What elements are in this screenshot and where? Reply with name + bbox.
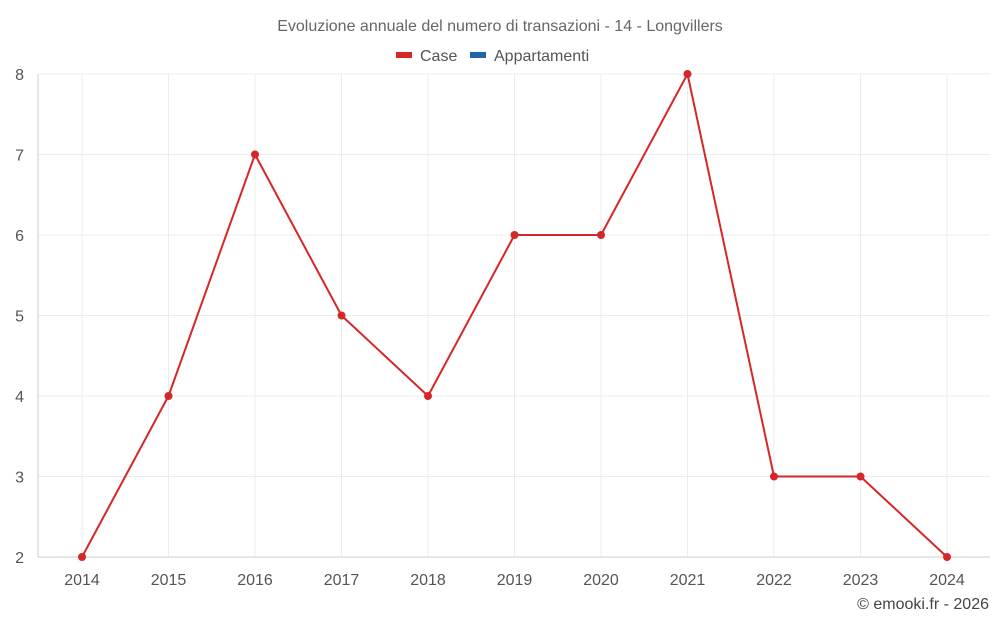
x-tick-label-2015: 2015 (151, 572, 187, 589)
series-layer (78, 70, 951, 561)
y-tick-label-3: 3 (15, 470, 24, 487)
x-tick-label-2024: 2024 (929, 572, 965, 589)
data-point-case-2024[interactable] (943, 553, 951, 561)
y-tick-label-4: 4 (15, 389, 24, 406)
y-tick-label-8: 8 (15, 67, 24, 84)
credit-text: © emooki.fr - 2026 (857, 596, 989, 613)
x-tick-label-2016: 2016 (237, 572, 273, 589)
data-point-case-2023[interactable] (856, 472, 865, 481)
data-point-case-2017[interactable] (337, 311, 346, 320)
y-tick-label-5: 5 (15, 309, 24, 326)
x-tick-label-2020: 2020 (583, 572, 619, 589)
x-tick-label-2014: 2014 (64, 572, 100, 589)
legend-item-appartamenti[interactable]: Appartamenti (470, 48, 589, 65)
x-tick-label-2023: 2023 (843, 572, 879, 589)
data-point-case-2019[interactable] (510, 231, 519, 239)
legend-swatch-appartamenti (470, 52, 486, 58)
data-point-case-2020[interactable] (597, 231, 605, 239)
data-point-case-2022[interactable] (770, 472, 778, 481)
y-tick-label-7: 7 (15, 148, 24, 165)
x-tick-label-2018: 2018 (410, 572, 446, 589)
x-tick-label-2021: 2021 (670, 572, 706, 589)
legend: Case Appartamenti (396, 48, 589, 65)
x-tick-label-2019: 2019 (497, 572, 533, 589)
data-point-case-2021[interactable] (683, 70, 692, 78)
y-tick-label-2: 2 (15, 550, 24, 567)
chart-title: Evoluzione annuale del numero di transaz… (277, 18, 723, 35)
axes: 2 3 4 5 6 7 8 2014 2015 2016 2017 2018 2019 2020 2021 2… (15, 67, 990, 589)
grid (38, 73, 990, 558)
legend-label-appartamenti: Appartamenti (494, 48, 589, 65)
x-tick-label-2022: 2022 (756, 572, 792, 589)
data-point-case-2014[interactable] (78, 553, 86, 561)
legend-label-case: Case (420, 48, 457, 65)
data-point-case-2016[interactable] (251, 150, 259, 159)
legend-item-case[interactable]: Case (396, 48, 457, 65)
data-point-case-2015[interactable] (164, 392, 173, 400)
y-tick-label-6: 6 (15, 228, 24, 245)
data-point-case-2018[interactable] (424, 392, 432, 400)
x-tick-label-2017: 2017 (324, 572, 360, 589)
legend-swatch-case (396, 52, 412, 58)
